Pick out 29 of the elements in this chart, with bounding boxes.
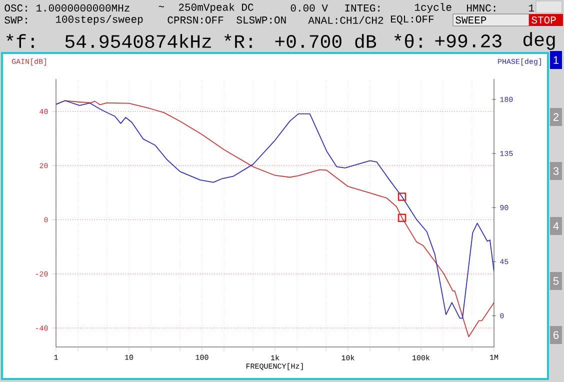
text: +0.700 dB xyxy=(275,34,376,48)
text: +99.23 xyxy=(435,34,502,48)
text: 100steps/sweep xyxy=(56,15,143,25)
text: *R: xyxy=(224,34,252,48)
text: 3 xyxy=(553,167,559,175)
text: *θ: xyxy=(394,34,422,48)
text: 1cycle xyxy=(414,3,452,13)
text: 4 xyxy=(553,222,559,230)
text: OSC: 1.0000000000MHz xyxy=(4,4,130,12)
text: STOP xyxy=(532,16,556,24)
text: *f: xyxy=(6,34,34,48)
text: 2 xyxy=(553,113,559,121)
text: CPRSN:OFF xyxy=(168,16,224,24)
text: HMNC: xyxy=(467,4,496,12)
text: 0.00 V xyxy=(290,4,328,12)
text: SWEEP xyxy=(456,16,486,24)
text: 1 xyxy=(528,4,534,12)
text: EQL:OFF xyxy=(391,15,434,24)
text: ~ xyxy=(158,6,164,8)
text: deg xyxy=(523,32,555,50)
text: INTEG: xyxy=(345,4,380,12)
text: 6 xyxy=(554,331,559,339)
text: 54.9540874kHz xyxy=(65,34,211,48)
text: 1 xyxy=(554,56,559,64)
text: ANAL:CH1/CH2 xyxy=(308,16,384,24)
text: 250mVpeak DC xyxy=(178,3,254,13)
text: SLSWP:ON xyxy=(236,16,286,24)
text: SWP: xyxy=(4,16,27,24)
text: 5 xyxy=(553,277,559,285)
